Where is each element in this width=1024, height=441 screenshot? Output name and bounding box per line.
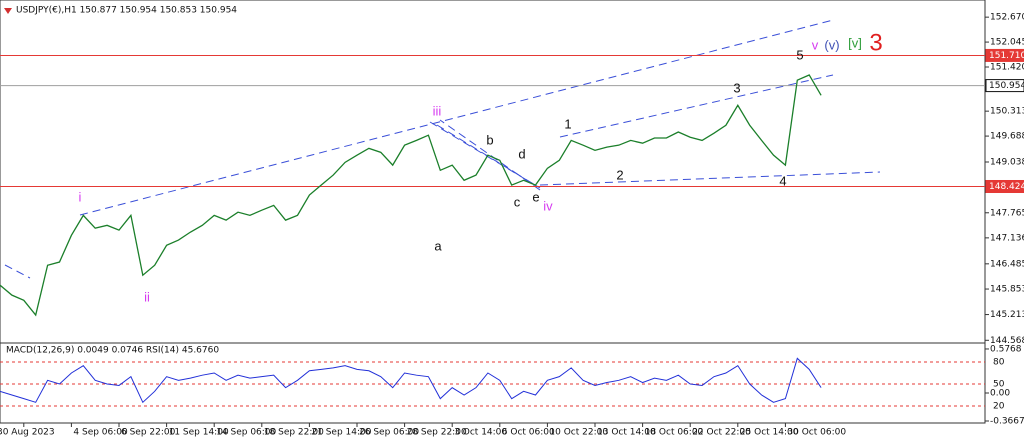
wave-label: 1: [564, 116, 571, 131]
y-tick-label: 146.485: [990, 259, 1024, 269]
level-box: [985, 48, 1024, 62]
y-tick-label: 147.765: [990, 208, 1024, 218]
wave-label: 5: [796, 47, 803, 62]
y-tick-label: 150.313: [990, 107, 1024, 117]
symbol-icon: [4, 8, 12, 14]
x-tick-label: 14 Sep 06:00: [216, 428, 276, 438]
y-tick-label: 152.045: [990, 38, 1024, 48]
x-tick-label: 11 Sep 14:00: [169, 428, 229, 438]
wave-label: e: [532, 189, 539, 204]
y-tick-label: 147.136: [990, 233, 1024, 243]
x-tick-label: 21 Sep 14:00: [311, 428, 371, 438]
indicator-title: MACD(12,26,9) 0.0049 0.0746 RSI(14) 45.6…: [6, 346, 219, 356]
trendlines: [4, 19, 881, 279]
wave-label: 3: [869, 29, 882, 56]
x-tick-label: 6 Sep 22:00: [121, 428, 176, 438]
x-tick-label: 30 Aug 2023: [0, 428, 55, 438]
wave-label: 4: [779, 173, 786, 188]
x-tick-label: 4 Sep 06:00: [73, 428, 128, 438]
y-tick-label: 145.853: [990, 285, 1024, 295]
x-tick-label: 30 Oct 06:00: [787, 428, 846, 438]
wave-label: iv: [543, 198, 553, 213]
wave-label: ii: [144, 289, 150, 304]
wave-label: a: [434, 238, 442, 253]
x-tick-label: 10 Oct 22:00: [549, 428, 608, 438]
x-tick-label: 28 Sep 22:00: [407, 428, 467, 438]
level-box: [985, 79, 1024, 93]
y-tick-label: 144.568: [990, 336, 1024, 346]
x-tick-label: 18 Sep 22:00: [264, 428, 324, 438]
x-tick-label: 13 Oct 14:00: [597, 428, 656, 438]
wave-label: 3: [733, 80, 740, 95]
y-tick-label: 149.688: [990, 132, 1024, 142]
macd-tick-label: 0.00: [990, 389, 1010, 399]
macd-tick-label: -0.3667: [990, 416, 1024, 426]
rsi-tick-label: 80: [993, 357, 1005, 367]
wave-label: b: [486, 132, 493, 147]
x-tick-label: 6 Oct 06:00: [502, 428, 555, 438]
wave-label: v: [812, 37, 819, 52]
x-tick-label: 26 Sep 06:00: [359, 428, 419, 438]
y-tick-label: 151.420: [990, 63, 1024, 73]
level-label: 151.710: [989, 51, 1024, 61]
wave-label: 2: [616, 167, 623, 182]
x-tick-label: 25 Oct 14:00: [740, 428, 799, 438]
chart-title: USDJPY(€),H1 150.877 150.954 150.853 150…: [16, 6, 237, 16]
wave-label: [v]: [848, 35, 862, 50]
plot-frame: [0, 0, 986, 424]
rsi-line: [0, 357, 822, 404]
price-line: [0, 74, 822, 317]
y-tick-label: 152.670: [990, 13, 1024, 23]
y-tick-label: 149.038: [990, 158, 1024, 168]
wave-label: iii: [433, 103, 442, 118]
level-box: [985, 179, 1024, 193]
rsi-tick-label: 20: [993, 401, 1005, 411]
y-tick-label: 145.213: [990, 310, 1024, 320]
wave-label: (v): [824, 37, 839, 52]
level-label: 150.954: [989, 81, 1024, 91]
level-label: 148.424: [989, 182, 1024, 192]
x-tick-label: 18 Oct 06:00: [645, 428, 704, 438]
x-tick-label: 3 Oct 14:00: [454, 428, 507, 438]
rsi-tick-label: 50: [993, 379, 1005, 389]
x-tick-label: 22 Oct 22:00: [692, 428, 751, 438]
wave-label: i: [79, 189, 82, 204]
wave-label: d: [518, 146, 525, 161]
macd-tick-label: 0.5768: [990, 344, 1022, 354]
wave-label: c: [514, 194, 521, 209]
